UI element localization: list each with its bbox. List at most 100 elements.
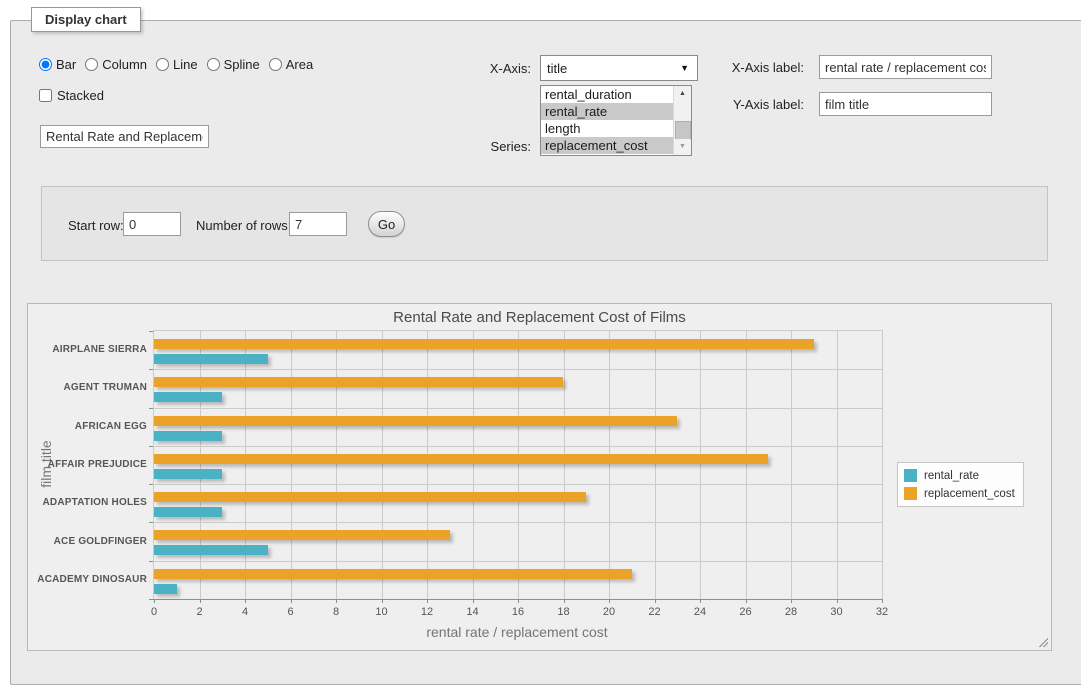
x-axis-select[interactable]: title ▼: [540, 55, 698, 81]
x-tick-mark: [472, 599, 474, 603]
chart-type-option-line[interactable]: Line: [156, 57, 198, 72]
x-tick-mark: [791, 599, 792, 603]
bar-rental_rate: [154, 430, 223, 441]
y-category-label: ADAPTATION HOLES: [42, 497, 147, 509]
x-axis-label-input[interactable]: [819, 55, 992, 79]
chart-type-option-column[interactable]: Column: [85, 57, 147, 72]
chart-title-input[interactable]: [40, 125, 209, 148]
series-options: rental_duration rental_rate length replacem…: [541, 86, 674, 154]
number-of-rows-label: Number of rows:: [196, 218, 292, 233]
x-tick-label: 30: [830, 606, 843, 618]
vgridline: [654, 331, 656, 599]
chart-type-radio-spline[interactable]: [206, 58, 220, 71]
start-row-input[interactable]: [123, 212, 181, 236]
x-tick-mark: [336, 599, 337, 603]
bar-replacement_cost: [154, 568, 632, 579]
chart-type-radio-column[interactable]: [85, 58, 99, 71]
scroll-up-icon[interactable]: ▲: [674, 86, 691, 102]
x-tick-mark: [427, 599, 428, 603]
series-scrollbar[interactable]: ▲ ▼: [673, 86, 691, 155]
x-axis-field-label: X-Axis:: [489, 61, 531, 76]
bar-replacement_cost: [154, 377, 564, 388]
vgridline: [290, 331, 292, 599]
x-tick-label: 22: [648, 606, 661, 618]
chart-type-radio-area[interactable]: [268, 58, 282, 71]
x-tick-mark: [836, 599, 838, 603]
chart-title: Rental Rate and Replacement Cost of Film…: [393, 309, 686, 326]
x-tick-mark: [563, 599, 565, 603]
bar-replacement_cost: [154, 530, 450, 541]
x-tick-label: 2: [196, 606, 203, 618]
x-tick-mark: [381, 599, 383, 603]
vgridline: [700, 331, 701, 599]
legend-label: replacement_cost: [924, 487, 1015, 500]
bar-rental_rate: [154, 392, 223, 403]
vgridline: [199, 331, 201, 599]
hgridline: [154, 445, 882, 447]
bar-replacement_cost: [154, 339, 814, 349]
vgridline: [472, 331, 474, 599]
bar-rental_rate: [154, 468, 223, 479]
scroll-down-icon[interactable]: ▼: [674, 139, 691, 155]
y-category-label: AFFAIR PREJUDICE: [47, 459, 147, 470]
series-option-rental_rate[interactable]: rental_rate: [541, 103, 674, 120]
vgridline: [245, 331, 246, 599]
legend-swatch: [904, 469, 917, 482]
hgridline: [154, 369, 882, 371]
x-tick-label: 14: [466, 606, 479, 618]
series-option-replacement_cost[interactable]: replacement_cost: [541, 137, 674, 154]
x-tick-mark: [518, 599, 519, 603]
x-tick-label: 12: [420, 606, 434, 618]
y-category-label: AIRPLANE SIERRA: [52, 344, 147, 356]
vgridline: [609, 331, 610, 599]
chart-type-option-bar[interactable]: Bar: [39, 57, 76, 72]
bar-replacement_cost: [154, 492, 587, 503]
resize-handle-icon[interactable]: [1037, 636, 1048, 647]
chevron-down-icon: ▼: [680, 63, 689, 73]
bar-rental_rate: [154, 507, 223, 518]
hgridline: [154, 560, 882, 562]
y-axis-title: film title: [38, 440, 54, 488]
legend-item-rental_rate: rental_rate: [904, 469, 1015, 482]
series-listbox[interactable]: rental_duration rental_rate length replacem…: [540, 85, 692, 156]
chart-type-label: Bar: [56, 57, 77, 72]
number-of-rows-input[interactable]: [289, 212, 347, 236]
bar-replacement_cost: [154, 453, 769, 464]
x-tick-mark: [700, 599, 701, 603]
go-button[interactable]: Go: [368, 211, 405, 237]
chart-type-radio-bar[interactable]: [39, 58, 52, 71]
stacked-option[interactable]: Stacked: [39, 88, 104, 103]
vgridline: [836, 331, 838, 599]
chart-type-label: Line: [173, 57, 198, 72]
chart-type-option-spline[interactable]: Spline: [206, 57, 260, 72]
y-tick-mark: [149, 484, 153, 486]
x-tick-label: 8: [332, 606, 340, 618]
vgridline: [336, 331, 337, 599]
stacked-checkbox[interactable]: [39, 89, 52, 102]
plot-area: 0 2 4 6 8 10 12 14 16 18 20 22 24 26 28 30 32 AIRPLANE SI…: [37, 330, 888, 618]
x-tick-mark: [882, 599, 883, 603]
y-axis-label-field-label: Y-Axis label:: [732, 97, 804, 112]
series-option-rental_duration[interactable]: rental_duration: [545, 87, 632, 102]
chart-type-radio-line[interactable]: [156, 58, 170, 71]
x-tick-label: 0: [150, 606, 158, 618]
y-tick-mark: [149, 331, 153, 332]
x-axis-select-value: title: [547, 60, 568, 76]
x-tick-mark: [290, 599, 292, 603]
y-axis-label-input[interactable]: [819, 92, 992, 116]
x-tick-mark: [609, 599, 610, 603]
start-row-label: Start row:: [68, 218, 124, 233]
y-tick-mark: [149, 407, 153, 409]
vgridline: [563, 331, 565, 599]
bar-replacement_cost: [154, 415, 678, 426]
x-tick-label: 10: [375, 606, 388, 618]
chart-type-option-area[interactable]: Area: [268, 57, 313, 72]
x-axis-label-field-label: X-Axis label:: [731, 60, 804, 75]
hgridline: [154, 484, 882, 486]
series-option-length[interactable]: length: [545, 121, 581, 136]
chart-type-radio-group: Bar Column Line Spline Area: [39, 57, 322, 72]
chart-type-label: Column: [102, 57, 148, 72]
legend-swatch: [904, 487, 917, 500]
vgridline: [518, 331, 519, 599]
stacked-label: Stacked: [57, 88, 104, 103]
